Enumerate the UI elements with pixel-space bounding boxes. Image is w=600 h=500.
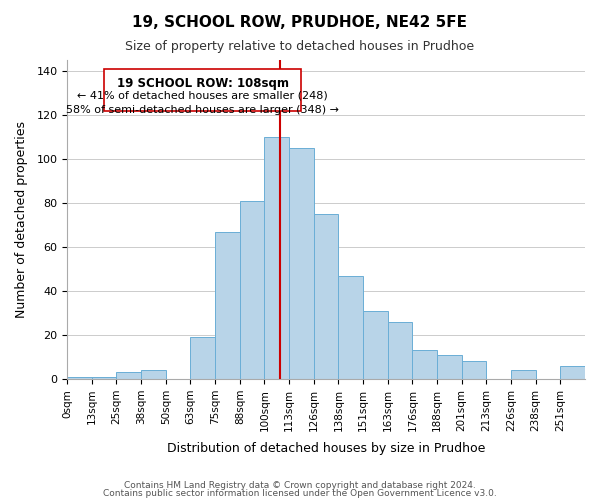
Bar [265,137,289,379]
X-axis label: Distribution of detached houses by size in Prudhoe: Distribution of detached houses by size … [167,442,485,455]
Bar [141,370,166,379]
Bar [67,377,92,379]
Bar [437,355,462,379]
Bar [511,370,536,379]
Bar [116,372,141,379]
Bar [289,148,314,379]
Bar [412,350,437,379]
Y-axis label: Number of detached properties: Number of detached properties [15,121,28,318]
Text: 19 SCHOOL ROW: 108sqm: 19 SCHOOL ROW: 108sqm [117,76,289,90]
Text: Contains public sector information licensed under the Open Government Licence v3: Contains public sector information licen… [103,488,497,498]
Bar [215,232,240,379]
Text: Size of property relative to detached houses in Prudhoe: Size of property relative to detached ho… [125,40,475,53]
Bar [314,214,338,379]
Bar [338,276,363,379]
Bar [363,311,388,379]
Bar [92,377,116,379]
Text: 58% of semi-detached houses are larger (348) →: 58% of semi-detached houses are larger (… [66,105,339,115]
Bar [560,366,585,379]
Bar [104,69,301,110]
Bar [190,337,215,379]
Bar [462,362,487,379]
Text: 19, SCHOOL ROW, PRUDHOE, NE42 5FE: 19, SCHOOL ROW, PRUDHOE, NE42 5FE [133,15,467,30]
Text: ← 41% of detached houses are smaller (248): ← 41% of detached houses are smaller (24… [77,91,328,101]
Bar [388,322,412,379]
Text: Contains HM Land Registry data © Crown copyright and database right 2024.: Contains HM Land Registry data © Crown c… [124,481,476,490]
Bar [240,201,265,379]
